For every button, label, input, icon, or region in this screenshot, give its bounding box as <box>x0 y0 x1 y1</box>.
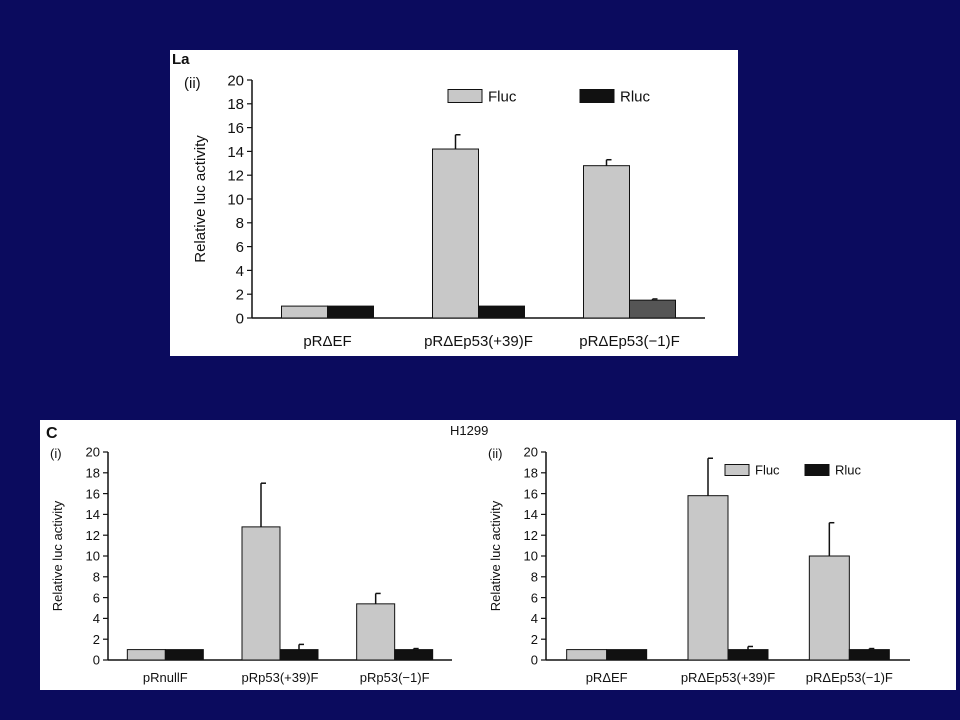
bar-fluc <box>281 305 328 319</box>
bar-rluc <box>327 305 374 319</box>
y-tick-label: 10 <box>86 549 100 564</box>
y-tick-label: 14 <box>227 144 244 161</box>
bar-fluc <box>432 148 479 319</box>
bar-rluc <box>478 305 525 319</box>
category-label: pRΔEF <box>586 670 628 685</box>
bar-rluc <box>727 649 769 661</box>
y-tick-label: 4 <box>531 611 538 626</box>
y-tick-label: 12 <box>86 528 100 543</box>
bar-fluc <box>566 649 608 661</box>
y-axis-label: Relative luc activity <box>192 135 209 263</box>
bar-fluc <box>356 603 396 661</box>
y-tick-label: 2 <box>531 632 538 647</box>
y-tick-label: 8 <box>531 569 538 584</box>
category-label: pRΔEp53(−1)F <box>806 670 893 685</box>
legend-swatch-fluc <box>447 89 483 103</box>
category-label: pRΔEp53(+39)F <box>681 670 775 685</box>
y-tick-label: 16 <box>86 486 100 501</box>
y-tick-label: 16 <box>227 120 244 137</box>
bottom-figure-panel: C H1299 (i) (ii) 0 2 4 6 8 10 12 14 16 18 20 Relati… <box>40 420 956 690</box>
y-tick-label: 4 <box>93 611 100 626</box>
bottom-charts: C H1299 (i) (ii) 02468101214161820Relati… <box>46 423 910 685</box>
y-tick-label: 20 <box>524 445 538 460</box>
y-tick-label: 0 <box>531 653 538 668</box>
bar-rluc <box>279 649 319 661</box>
y-tick-label: 10 <box>524 549 538 564</box>
y-tick-label: 20 <box>86 445 100 460</box>
panel-label: C <box>46 425 58 442</box>
y-tick-label: 6 <box>531 590 538 605</box>
y-tick-label: 8 <box>93 569 100 584</box>
y-axis-label: Relative luc activity <box>488 500 503 611</box>
y-tick-label: 18 <box>227 96 244 113</box>
left-sublabel: (i) <box>50 446 62 461</box>
y-tick-label: 0 <box>93 653 100 668</box>
y-tick-label: 14 <box>86 507 100 522</box>
legend-swatch-rluc <box>579 89 615 103</box>
y-tick-label: 12 <box>524 528 538 543</box>
y-tick-label: 6 <box>93 590 100 605</box>
category-label: pRp53(−1)F <box>360 670 430 685</box>
category-label: pRΔEp53(+39)F <box>424 333 533 350</box>
bar-fluc <box>808 555 850 661</box>
y-tick-label: 2 <box>236 287 244 304</box>
panel-sublabel: (ii) <box>184 75 201 92</box>
y-tick-label: 12 <box>227 168 244 185</box>
bar-fluc <box>583 165 630 319</box>
y-tick-label: 4 <box>236 263 244 280</box>
bar-fluc <box>241 526 281 661</box>
y-tick-label: 10 <box>227 191 244 208</box>
bar-rluc <box>164 649 204 661</box>
right-sublabel: (ii) <box>488 446 502 461</box>
y-tick-label: 2 <box>93 632 100 647</box>
top-chart: La (ii) 0 2 4 6 8 10 12 14 16 18 20 Relative luc ac… <box>172 51 705 350</box>
category-label: pRp53(+39)F <box>242 670 319 685</box>
cell-line-label: H1299 <box>450 423 488 438</box>
y-tick-label: 14 <box>524 507 538 522</box>
y-tick-label: 18 <box>524 465 538 480</box>
bar-rluc <box>394 649 434 661</box>
bar-rluc <box>848 649 890 661</box>
category-label: pRΔEp53(−1)F <box>579 333 679 350</box>
bar-fluc <box>126 649 166 661</box>
legend-label-rluc: Rluc <box>835 463 862 478</box>
bar-rluc <box>606 649 648 661</box>
bar-rluc <box>629 299 676 319</box>
legend-swatch-rluc <box>804 464 830 476</box>
top-figure-panel: La (ii) 0 2 4 6 8 10 12 14 16 18 20 Relative luc ac… <box>170 50 738 356</box>
bar-fluc <box>687 495 729 661</box>
category-label: pRnullF <box>143 670 188 685</box>
legend-label-rluc: Rluc <box>620 88 651 105</box>
y-tick-label: 16 <box>524 486 538 501</box>
y-tick-label: 8 <box>236 215 244 232</box>
y-axis-label: Relative luc activity <box>50 500 65 611</box>
legend-swatch-fluc <box>724 464 750 476</box>
y-tick-label: 20 <box>227 72 244 89</box>
y-tick-label: 18 <box>86 465 100 480</box>
panel-label: La <box>172 51 190 68</box>
legend-label-fluc: Fluc <box>488 88 517 105</box>
y-tick-label: 6 <box>236 239 244 256</box>
legend-label-fluc: Fluc <box>755 463 780 478</box>
category-label: pRΔEF <box>303 333 351 350</box>
y-tick-label: 0 <box>236 310 244 327</box>
